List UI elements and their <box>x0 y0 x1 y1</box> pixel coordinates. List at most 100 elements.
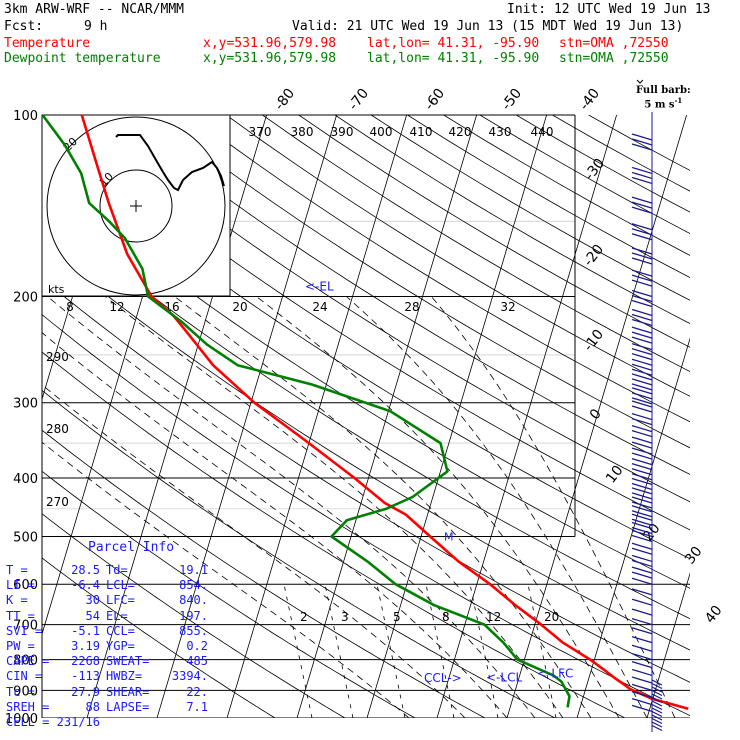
wind-barb <box>631 424 653 433</box>
pressure-tick-label: 900 <box>13 684 38 699</box>
init-time: Init: 12 UTC Wed 19 Jun 13 <box>507 2 711 17</box>
wind-barb <box>631 542 653 550</box>
moist-adiabat-line <box>47 296 536 718</box>
wind-barb <box>631 660 653 669</box>
isotherm-label: 0 <box>587 406 605 423</box>
theta-label: 380 <box>291 125 314 139</box>
wind-barb <box>631 353 653 361</box>
dry-adiabat-line <box>44 115 690 531</box>
wind-barb <box>631 452 653 460</box>
wind-barb <box>631 358 653 366</box>
hodograph-units-label: kts <box>48 283 65 296</box>
wind-barb <box>631 526 653 535</box>
theta-label: 430 <box>489 125 512 139</box>
wind-barb <box>631 223 653 231</box>
dewpoint-latlon: lat,lon= 41.31, -95.90 <box>367 51 540 66</box>
dry-adiabat-line <box>42 557 276 718</box>
parcel-value: 88 <box>85 699 100 714</box>
pressure-tick-label: 700 <box>13 619 38 634</box>
lfc-marker: <-LFC <box>537 666 573 680</box>
parcel-label: SVI = <box>6 623 43 638</box>
pressure-tick-label: 500 <box>13 530 38 545</box>
parcel-row: TT = 54 EL= 197. <box>6 609 208 624</box>
dry-adiabat-line <box>407 115 690 279</box>
wind-barb <box>631 274 653 282</box>
wind-barb <box>631 363 653 371</box>
parcel-label: CIN = <box>6 669 43 684</box>
parcel-value: 0.2 <box>186 638 208 653</box>
wind-barb-low <box>651 700 663 707</box>
dry-adiabat-line <box>42 208 690 620</box>
hodo-scale-label: 28 <box>404 300 419 314</box>
full-barb-line2: 5 m s-1 <box>644 96 683 111</box>
parcel-value: 28.5 <box>71 563 100 577</box>
wind-barb <box>631 412 653 421</box>
hodo-scale-label: 20 <box>232 300 247 314</box>
parcel-value: 54 <box>85 608 100 623</box>
wind-barb <box>631 348 653 356</box>
wind-barb <box>631 336 653 344</box>
wind-barb <box>631 668 653 677</box>
hodograph <box>41 114 231 297</box>
hodo-scale-label: 8 <box>66 300 74 314</box>
dry-adiabat-line <box>588 115 690 171</box>
parcel-value: 19.1 <box>179 563 208 577</box>
parcel-value: -113 <box>71 669 100 684</box>
wind-barb-low <box>651 714 663 721</box>
parcel-value: 22. <box>186 684 208 699</box>
moist-adiabat-line <box>42 332 508 718</box>
pressure-tick-label: 600 <box>13 578 38 593</box>
wind-barb <box>631 577 653 585</box>
isotherm-label: -20 <box>581 242 608 270</box>
parcel-row: PW = 3.19 YGP= 0.2 <box>6 639 208 654</box>
wind-barb <box>631 326 653 334</box>
parcel-value: 3.19 <box>71 638 100 653</box>
valid-time: Valid: 21 UTC Wed 19 Jun 13 (15 MDT Wed … <box>292 19 684 34</box>
fcst-label: Fcst: <box>4 19 44 34</box>
wind-barb <box>631 697 653 706</box>
wind-barb <box>631 652 653 661</box>
parcel-value: -6.4 <box>71 578 100 593</box>
parcel-label: LFC= <box>106 593 135 608</box>
dewpoint-series-name: Dewpoint temperature <box>4 51 161 66</box>
parcel-value: 485 <box>186 654 208 669</box>
theta-label: 440 <box>531 125 554 139</box>
hodo-scale-label: 24 <box>312 300 327 314</box>
pressure-tick-label: 800 <box>13 654 38 669</box>
isotherm-line <box>646 572 690 718</box>
mixing-ratio-line <box>425 584 455 718</box>
wind-barb <box>631 279 653 287</box>
wind-barb-low <box>651 717 663 725</box>
parcel-value: 840. <box>179 593 208 608</box>
wind-barb <box>631 252 653 260</box>
wind-barb <box>631 457 653 466</box>
pressure-tick-label: 1000 <box>5 712 38 727</box>
wind-barb <box>631 228 653 236</box>
parcel-value: 27.9 <box>71 684 100 699</box>
model-title: 3km ARW-WRF -- NCAR/MMM <box>4 2 185 17</box>
wind-barb <box>631 492 653 500</box>
wind-barb <box>631 559 653 568</box>
wind-barb <box>631 331 653 339</box>
parcel-row: CELL = 231/16 <box>6 715 208 730</box>
isotherm-label: -60 <box>422 86 449 114</box>
wind-barb <box>631 510 653 518</box>
wind-barb <box>631 133 653 141</box>
wind-barb <box>631 233 653 241</box>
wind-barb <box>631 473 653 481</box>
parcel-label: SWEAT= <box>106 654 150 669</box>
dry-adiabat-line <box>226 115 690 397</box>
wind-barb-low <box>651 707 663 714</box>
theta-label: 400 <box>370 125 393 139</box>
mixing-ratio-label: 8 <box>442 610 450 624</box>
parcel-value: 197. <box>179 608 208 623</box>
wind-barb-low <box>651 710 663 718</box>
wind-barb <box>631 138 653 146</box>
dry-adiabat-line <box>443 115 690 256</box>
temperature-series-name: Temperature <box>4 36 91 51</box>
parcel-label: PW = <box>6 638 35 653</box>
parcel-row: LI = -6.4 LCL= 854. <box>6 578 208 593</box>
wind-barb <box>631 269 653 277</box>
wind-barb <box>631 176 653 185</box>
